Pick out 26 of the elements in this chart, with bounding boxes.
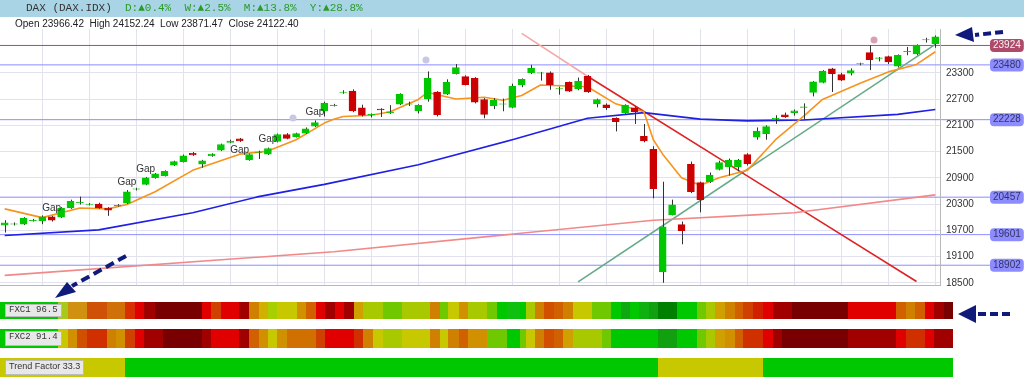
annotation: Gap	[230, 143, 250, 155]
y-tick-label: 21500	[946, 145, 975, 157]
y-tick-label: 18500	[946, 276, 975, 288]
chart-subtitle: D:▲0.4% W:▲2.5% M:▲13.8% Y:▲28.8%	[125, 1, 363, 16]
y-tick-label: 22100	[946, 119, 975, 131]
annotation: Gap	[117, 175, 137, 187]
chart-title: DAX (DAX.IDX)	[26, 1, 112, 16]
y-tick-label: 19100	[946, 250, 975, 262]
ref-line-label: 19601	[993, 228, 1022, 240]
ref-line-label: 22228	[993, 113, 1022, 125]
annotation: Gap	[136, 162, 156, 174]
color-strip: FXC2 91.4	[0, 329, 953, 348]
annotation: Gap	[305, 106, 325, 118]
y-tick-label: 23300	[946, 66, 975, 78]
ref-line-label: 18902	[993, 258, 1022, 270]
annotation: Gap	[42, 201, 62, 213]
ref-line-label: 20457	[993, 190, 1022, 202]
y-tick-label: 20900	[946, 171, 975, 183]
y-tick-label: 19700	[946, 224, 975, 236]
color-strip: Trend Factor 33.3	[0, 358, 953, 377]
color-strip: FXC1 96.5	[0, 302, 953, 319]
ref-line-label: 23924	[993, 39, 1022, 51]
y-tick-label: 20300	[946, 197, 975, 209]
ref-line-label: 23480	[993, 58, 1022, 70]
y-tick-label: 22700	[946, 92, 975, 104]
text: Open 23966.42 High 24152.24 Low 23871.47 Close 24122.40	[15, 18, 299, 29]
